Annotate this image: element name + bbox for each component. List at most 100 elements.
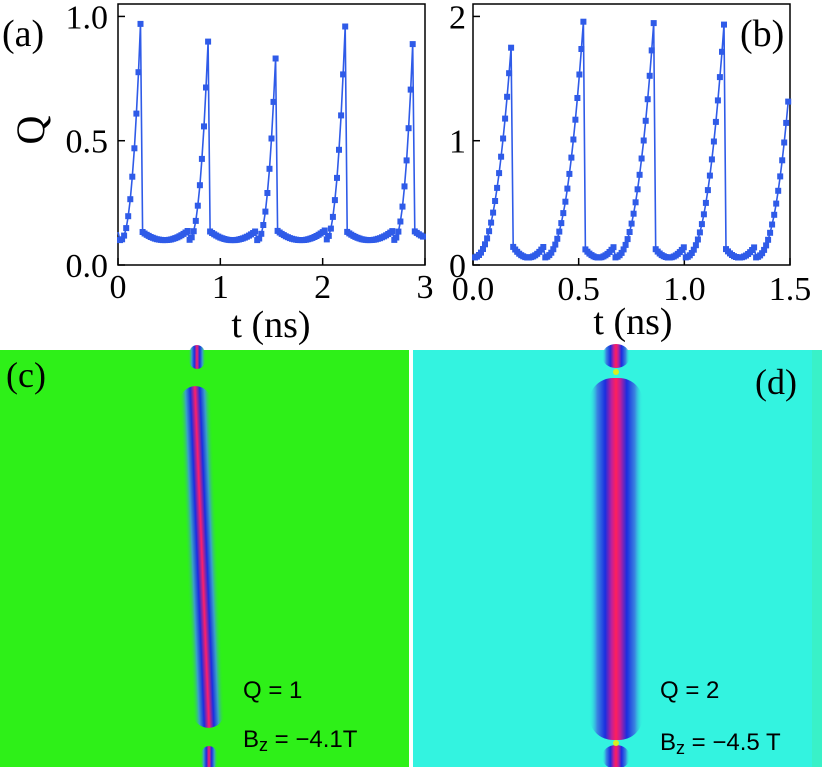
x-tick-label-a: 0 bbox=[110, 269, 127, 306]
data-point-b bbox=[488, 219, 495, 226]
data-point-a bbox=[399, 203, 406, 210]
data-point-a bbox=[137, 20, 144, 27]
data-point-a bbox=[258, 230, 265, 237]
data-point-b bbox=[771, 211, 778, 218]
data-point-a bbox=[135, 69, 142, 76]
data-point-a bbox=[395, 228, 402, 235]
skyrmion-top-fragment-d bbox=[602, 344, 630, 368]
y-tick-label-b: 0 bbox=[449, 248, 466, 285]
data-point-a bbox=[342, 23, 349, 30]
spin-texture-panel-d: (d) Q = 2 Bz = −4.5 T bbox=[413, 344, 822, 769]
data-point-b bbox=[721, 21, 727, 28]
data-point-b bbox=[698, 221, 705, 228]
data-point-b bbox=[628, 220, 635, 227]
data-point-a bbox=[268, 135, 275, 142]
data-point-a bbox=[409, 41, 416, 48]
data-point-a bbox=[272, 55, 279, 62]
data-point-b bbox=[714, 97, 721, 104]
data-point-b bbox=[785, 98, 792, 105]
data-point-b bbox=[562, 198, 569, 205]
data-point-b bbox=[540, 244, 547, 250]
data-point-b bbox=[630, 210, 637, 217]
data-point-b bbox=[500, 135, 507, 142]
data-point-b bbox=[716, 74, 723, 81]
y-tick-label-a: 0.5 bbox=[66, 124, 109, 161]
data-point-a bbox=[121, 232, 128, 239]
data-point-b bbox=[648, 47, 655, 54]
data-point-a bbox=[260, 222, 267, 228]
data-point-a bbox=[329, 213, 336, 220]
data-point-b bbox=[765, 236, 772, 243]
skyrmion-string-d bbox=[589, 378, 643, 740]
data-point-b bbox=[767, 229, 774, 236]
data-point-b bbox=[710, 138, 717, 145]
data-point-a bbox=[205, 38, 212, 45]
series-a bbox=[117, 20, 426, 244]
data-point-b bbox=[570, 136, 577, 143]
data-point-b bbox=[508, 44, 515, 51]
data-point-b bbox=[706, 172, 713, 179]
data-point-b bbox=[638, 155, 645, 162]
data-point-a bbox=[393, 234, 400, 241]
data-point-a bbox=[266, 165, 273, 172]
data-point-a bbox=[194, 202, 201, 209]
data-point-b bbox=[708, 156, 715, 163]
data-point-b bbox=[578, 46, 585, 52]
data-point-a bbox=[192, 217, 199, 224]
data-point-a bbox=[331, 197, 338, 204]
data-point-a bbox=[190, 228, 197, 235]
panel-divider bbox=[409, 350, 413, 767]
data-point-b bbox=[777, 173, 784, 180]
data-point-b bbox=[550, 246, 557, 253]
data-point-b bbox=[492, 198, 499, 204]
y-axis-label-a: Q bbox=[8, 115, 53, 144]
data-point-a bbox=[323, 236, 330, 243]
singularity-bottom-d bbox=[613, 740, 619, 746]
data-point-b bbox=[751, 244, 758, 251]
data-point-b bbox=[494, 184, 501, 191]
data-point-b bbox=[572, 116, 579, 123]
data-point-a bbox=[420, 233, 426, 240]
data-point-a bbox=[123, 225, 130, 232]
skyrmion-string-c bbox=[179, 386, 225, 728]
skyrmion-bottom-fragment-d bbox=[602, 745, 630, 769]
data-point-a bbox=[184, 228, 191, 234]
axis-ticks-b: 0.0 0.5 1.0 1.5 0 1 2 bbox=[449, 0, 811, 308]
data-point-b bbox=[574, 95, 581, 101]
data-point-b bbox=[484, 235, 491, 242]
data-point-a bbox=[131, 145, 138, 152]
data-point-b bbox=[496, 170, 503, 177]
data-point-a bbox=[203, 84, 209, 91]
data-point-b bbox=[486, 228, 493, 235]
data-point-a bbox=[401, 183, 408, 190]
field-label-c: Bz = −4.1T bbox=[243, 726, 358, 755]
data-point-b bbox=[498, 153, 505, 160]
data-point-b bbox=[490, 209, 497, 216]
data-point-a bbox=[389, 228, 396, 235]
data-point-b bbox=[779, 157, 786, 164]
data-point-a bbox=[340, 71, 347, 78]
data-point-b bbox=[692, 242, 699, 249]
data-point-b bbox=[558, 220, 565, 227]
data-point-b bbox=[640, 137, 647, 144]
data-point-b bbox=[568, 154, 575, 161]
y-tick-label-b: 2 bbox=[449, 0, 466, 36]
charge-label-c: Q = 1 bbox=[243, 677, 302, 704]
data-point-b bbox=[761, 246, 768, 253]
skyrmion-bottom-fragment-c bbox=[200, 746, 218, 770]
x-tick-label-b: 1.0 bbox=[663, 271, 706, 308]
data-point-b bbox=[560, 210, 567, 217]
x-tick-label-a: 3 bbox=[417, 269, 434, 306]
data-point-a bbox=[252, 228, 259, 235]
data-point-a bbox=[336, 146, 342, 153]
data-point-a bbox=[201, 123, 207, 130]
data-point-b bbox=[618, 249, 625, 256]
data-point-b bbox=[781, 139, 788, 146]
data-point-a bbox=[129, 173, 136, 180]
y-tick-label-a: 0.0 bbox=[66, 248, 109, 285]
data-point-b bbox=[696, 229, 703, 236]
data-point-b bbox=[712, 118, 719, 125]
chart-panel-a: 0 1 2 3 0.0 0.5 1.0 (a) Q t (ns) bbox=[2, 0, 434, 346]
data-point-b bbox=[580, 18, 587, 25]
